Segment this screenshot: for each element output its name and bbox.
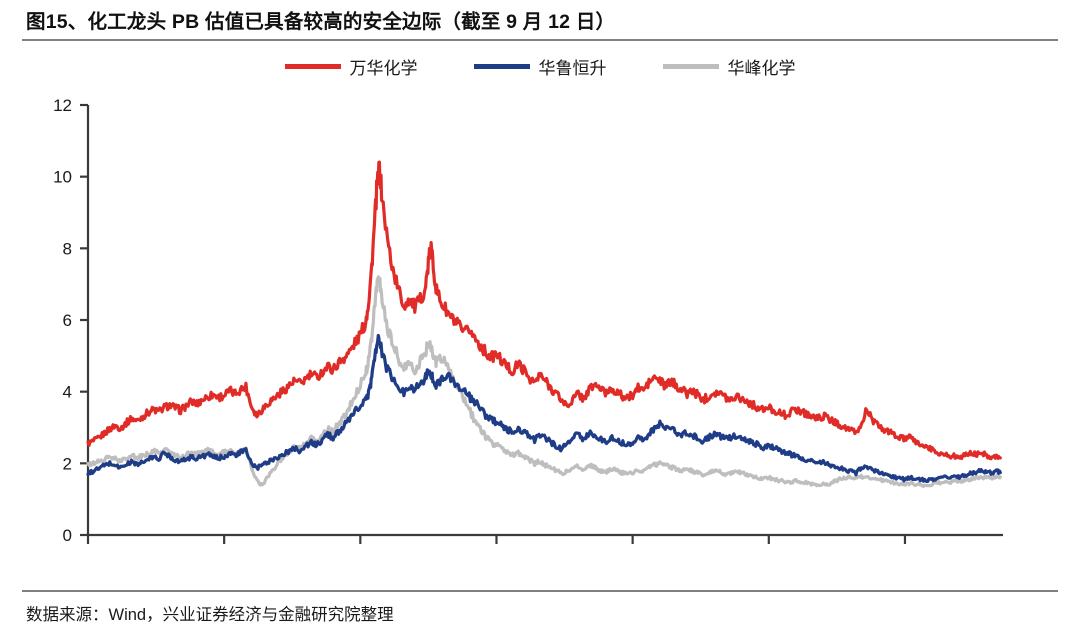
y-tick-label: 6 (63, 311, 72, 330)
series-line-0 (86, 160, 1002, 461)
x-tick-label: 2021 (341, 554, 379, 555)
y-tick-label: 0 (63, 526, 72, 545)
title-divider (22, 39, 1058, 41)
line-swatch-blue-icon (473, 63, 530, 69)
legend-item-1[interactable]: 华鲁恒升 (473, 54, 607, 79)
y-tick-label: 12 (53, 96, 72, 115)
x-tick-label: 2025 (886, 554, 924, 555)
plot-area: 0 2 4 6 8 10 12 2019 2020 2021 2022 2023 2024 2025 (0, 85, 1080, 590)
page-title: 图15、化工龙头 PB 估值已具备较高的安全边际（截至 9 月 12 日） (26, 11, 616, 33)
series-line-1 (86, 333, 1002, 484)
legend-label-0: 万华化学 (349, 58, 418, 78)
line-swatch-red-icon (284, 63, 341, 69)
title-block: 图15、化工龙头 PB 估值已具备较高的安全边际（截至 9 月 12 日） (0, 0, 1080, 38)
line-chart: 0 2 4 6 8 10 12 2019 2020 2021 2022 2023 2024 2025 (53, 96, 1003, 555)
source-block: 数据来源：Wind，兴业证券经济与金融研究院整理 (0, 592, 1080, 634)
legend-item-0[interactable]: 万华化学 (284, 54, 418, 79)
x-tick-label: 2024 (750, 554, 788, 555)
y-tick-label: 8 (63, 239, 72, 258)
x-tick-label: 2020 (205, 554, 243, 555)
legend-label-1: 华鲁恒升 (538, 58, 607, 78)
line-swatch-gray-icon (662, 63, 719, 69)
source-divider (22, 590, 1058, 592)
y-tick-label: 4 (63, 383, 72, 402)
x-tick-label: 2023 (614, 554, 652, 555)
chart-legend: 万华化学 华鲁恒升 华峰化学 (0, 47, 1080, 85)
source-text: 数据来源：Wind，兴业证券经济与金融研究院整理 (26, 606, 394, 624)
legend-item-2[interactable]: 华峰化学 (662, 54, 796, 79)
legend-label-2: 华峰化学 (727, 58, 796, 78)
y-tick-label: 2 (63, 454, 72, 473)
x-tick-label: 2019 (69, 554, 107, 555)
x-tick-label: 2022 (478, 554, 516, 555)
y-tick-label: 10 (53, 168, 72, 187)
